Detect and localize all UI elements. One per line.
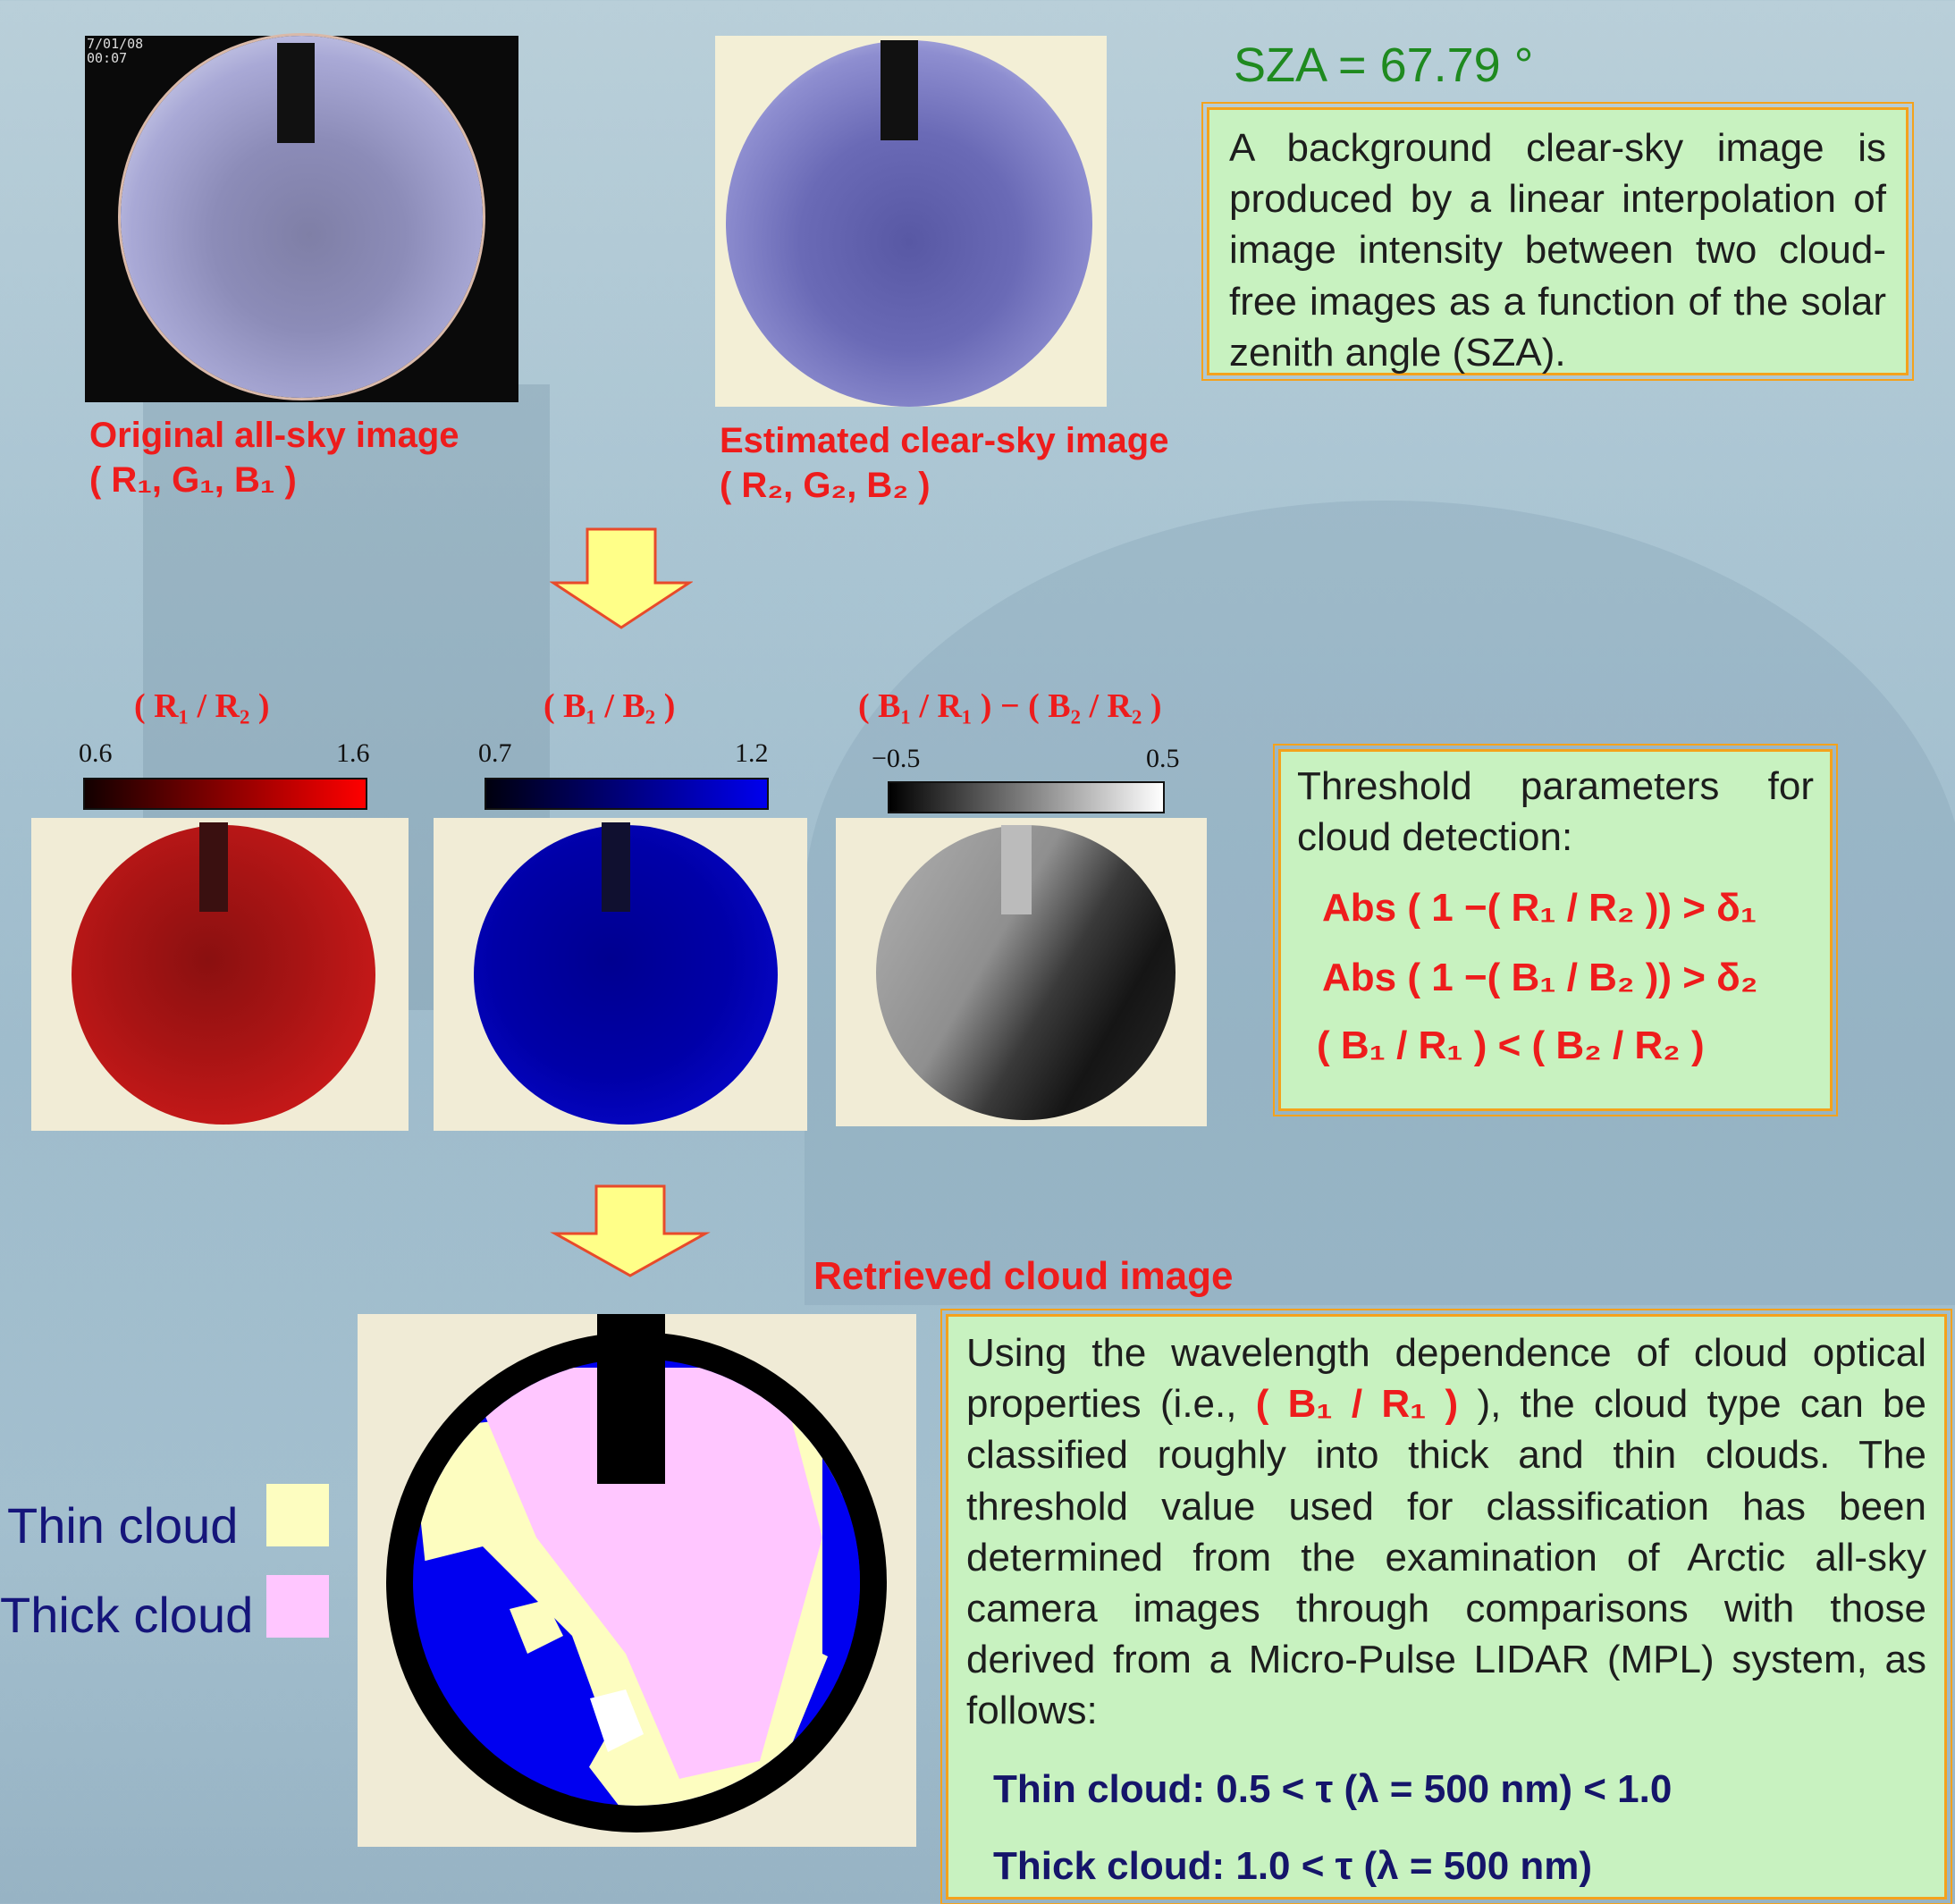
down-arrow-1 — [550, 527, 693, 629]
legend-thin-label: Thin cloud — [7, 1497, 239, 1554]
ratio-image-diff — [836, 818, 1207, 1126]
estimated-clear-sky-image — [715, 36, 1107, 407]
ratio-title-b1b2: ( B₁ / B₂ ) — [544, 687, 676, 725]
threshold-box: Threshold parameters for cloud detection… — [1273, 744, 1838, 1116]
down-arrow-2 — [550, 1184, 711, 1277]
colorbar-b1b2 — [485, 778, 769, 810]
background-description-box: A background clear-sky image is produced… — [1201, 102, 1914, 381]
threshold-rule-2: Abs ( 1 −( B₁ / B₂ )) > δ₂ — [1322, 956, 1758, 1000]
original-all-sky-image: 7/01/08 00:07 — [85, 36, 518, 402]
ratio-b1b2-min: 0.7 — [478, 738, 512, 768]
colorbar-diff — [888, 781, 1165, 813]
sza-label: SZA = 67.79 ° — [1234, 38, 1534, 92]
ratio-r1r2-max: 1.6 — [336, 738, 370, 768]
classification-thick: Thick cloud: 1.0 < τ (λ = 500 nm) — [993, 1843, 1593, 1888]
retrieved-cloud-image — [358, 1314, 916, 1847]
threshold-rule-3: ( B₁ / R₁ ) < ( B₂ / R₂ ) — [1317, 1024, 1705, 1068]
retrieved-caption: Retrieved cloud image — [813, 1254, 1234, 1298]
camera-timestamp: 7/01/08 00:07 — [87, 36, 144, 66]
ratio-r1r2-min: 0.6 — [79, 738, 113, 768]
ratio-diff-max: 0.5 — [1146, 744, 1180, 773]
classification-text: Using the wavelength dependence of cloud… — [966, 1331, 1926, 1733]
ratio-title-diff: ( B₁ / R₁ ) − ( B₂ / R₂ ) — [858, 687, 1162, 725]
ratio-diff-min: −0.5 — [872, 744, 921, 773]
classification-box: Using the wavelength dependence of cloud… — [940, 1309, 1952, 1904]
threshold-rule-1: Abs ( 1 −( R₁ / R₂ )) > δ₁ — [1322, 886, 1757, 931]
classification-thin: Thin cloud: 0.5 < τ (λ = 500 nm) < 1.0 — [993, 1766, 1673, 1811]
legend-thin-swatch — [266, 1484, 329, 1546]
estimated-caption: Estimated clear-sky image ( R₂, G₂, B₂ ) — [720, 421, 1169, 505]
threshold-intro: Threshold parameters for cloud detection… — [1297, 764, 1814, 860]
ratio-image-b1b2 — [434, 818, 807, 1131]
legend-thick-swatch — [266, 1575, 329, 1638]
original-caption: Original all-sky image ( R₁, G₁, B₁ ) — [89, 416, 459, 500]
colorbar-r1r2 — [83, 778, 367, 810]
ratio-title-r1r2: ( R₁ / R₂ ) — [134, 687, 270, 725]
ratio-b1b2-max: 1.2 — [735, 738, 769, 768]
ratio-image-r1r2 — [31, 818, 409, 1131]
legend-thick-label: Thick cloud — [0, 1587, 254, 1643]
